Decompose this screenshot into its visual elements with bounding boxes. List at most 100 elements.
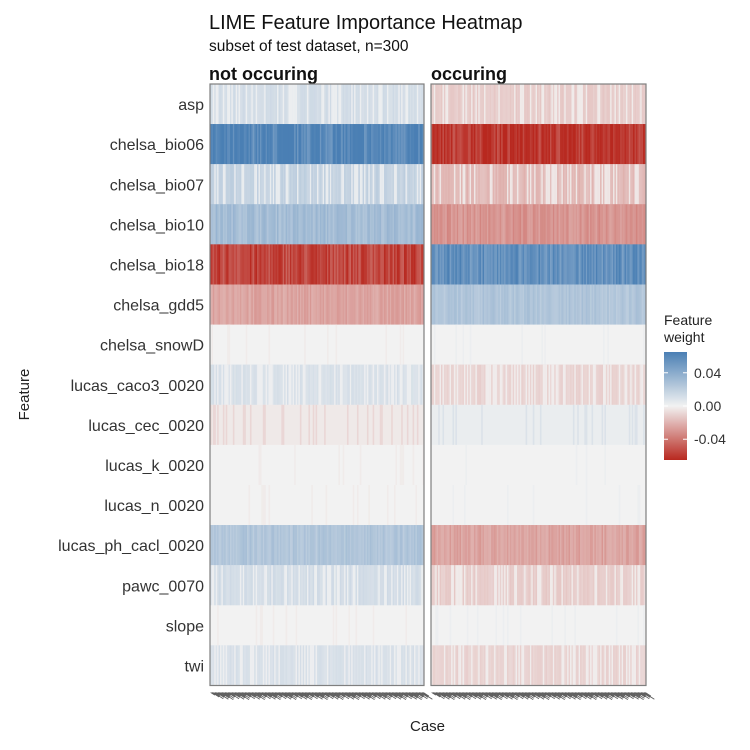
heatmap-cell bbox=[418, 204, 420, 245]
heatmap-cell bbox=[524, 244, 526, 285]
heatmap-cell bbox=[446, 565, 449, 606]
heatmap-cell bbox=[644, 164, 647, 205]
heatmap-cell bbox=[336, 364, 339, 406]
heatmap-cell bbox=[631, 84, 634, 125]
heatmap-cell bbox=[239, 84, 242, 125]
heatmap-cell bbox=[328, 124, 330, 165]
x-tick-label bbox=[604, 692, 610, 696]
heatmap-cell bbox=[396, 645, 399, 686]
heatmap-cell bbox=[505, 645, 508, 686]
heatmap-cell bbox=[289, 284, 292, 326]
heatmap-cell bbox=[462, 364, 465, 406]
heatmap-cell bbox=[445, 164, 447, 205]
heatmap-cell bbox=[509, 525, 512, 566]
heatmap-cell bbox=[264, 284, 266, 326]
heatmap-cell bbox=[601, 525, 604, 566]
heatmap-cell bbox=[597, 284, 599, 326]
heatmap-cell bbox=[627, 525, 629, 566]
heatmap-cell bbox=[560, 525, 562, 566]
heatmap-cell bbox=[499, 244, 502, 285]
heatmap-cell bbox=[601, 645, 604, 686]
heatmap-cell bbox=[418, 164, 420, 205]
heatmap-cell bbox=[461, 364, 463, 406]
heatmap-cell bbox=[301, 645, 303, 686]
heatmap-cell bbox=[356, 204, 359, 245]
heatmap-cell bbox=[361, 565, 363, 606]
heatmap-cell bbox=[624, 244, 627, 285]
heatmap-cell bbox=[336, 124, 339, 165]
x-tick-label bbox=[635, 692, 645, 699]
heatmap-cell bbox=[211, 284, 214, 326]
heatmap-cell bbox=[358, 124, 360, 165]
heatmap-cell bbox=[275, 84, 278, 125]
heatmap-cell bbox=[274, 84, 276, 125]
heatmap-cell bbox=[264, 525, 266, 566]
heatmap-cell bbox=[624, 525, 627, 566]
heatmap-cell bbox=[452, 164, 455, 205]
heatmap-cell bbox=[441, 164, 443, 205]
heatmap-cell bbox=[242, 645, 245, 686]
heatmap-cell bbox=[368, 364, 370, 406]
heatmap-cell bbox=[448, 244, 450, 285]
heatmap-cell bbox=[354, 244, 356, 285]
heatmap-cell bbox=[346, 525, 349, 566]
heatmap-row-lucas_k_0020 bbox=[431, 444, 646, 486]
heatmap-cell bbox=[398, 164, 400, 205]
heatmap-cell bbox=[506, 244, 509, 285]
heatmap-cell bbox=[408, 645, 410, 686]
heatmap-cell bbox=[234, 164, 236, 205]
heatmap-cell bbox=[404, 525, 406, 566]
heatmap-cell bbox=[528, 284, 531, 326]
heatmap-cell bbox=[600, 124, 602, 165]
x-tick-label bbox=[394, 692, 407, 701]
heatmap-cell bbox=[311, 284, 313, 326]
heatmap-cell bbox=[368, 244, 370, 285]
x-tick-label bbox=[385, 692, 397, 700]
x-tick-label bbox=[556, 692, 566, 699]
heatmap-cell bbox=[247, 645, 249, 686]
x-tick-label bbox=[351, 692, 357, 696]
heatmap-cell bbox=[245, 525, 248, 566]
heatmap-cell bbox=[462, 525, 465, 566]
heatmap-cell bbox=[211, 244, 214, 285]
heatmap-cell bbox=[404, 645, 406, 686]
x-tick-label bbox=[477, 692, 487, 699]
heatmap-cell bbox=[561, 244, 564, 285]
heatmap-cell bbox=[332, 364, 335, 406]
heatmap-cell bbox=[217, 525, 219, 566]
heatmap-cell bbox=[329, 645, 332, 686]
heatmap-cell bbox=[474, 84, 476, 125]
heatmap-cell bbox=[405, 525, 408, 566]
heatmap-cell bbox=[252, 565, 255, 606]
heatmap-cell bbox=[392, 164, 395, 205]
heatmap-cell bbox=[334, 364, 336, 406]
heatmap-cell bbox=[478, 204, 480, 245]
heatmap-cell bbox=[388, 164, 390, 205]
heatmap-cell bbox=[485, 525, 488, 566]
heatmap-cell bbox=[561, 284, 564, 326]
heatmap-cell bbox=[281, 525, 283, 566]
heatmap-cell bbox=[488, 164, 490, 205]
heatmap-cell bbox=[465, 525, 467, 566]
heatmap-cell bbox=[435, 605, 437, 646]
heatmap-cell bbox=[468, 84, 470, 125]
heatmap-cell bbox=[254, 645, 256, 686]
heatmap-cell bbox=[212, 284, 215, 326]
heatmap-cell bbox=[285, 565, 288, 606]
heatmap-cell bbox=[379, 404, 382, 446]
heatmap-cell bbox=[485, 364, 488, 406]
x-tick-label bbox=[566, 692, 573, 697]
heatmap-cell bbox=[215, 164, 218, 205]
heatmap-cell bbox=[269, 244, 272, 285]
heatmap-cell bbox=[572, 525, 575, 566]
heatmap-cell bbox=[386, 525, 389, 566]
x-tick-label bbox=[455, 692, 462, 697]
x-tick-label bbox=[475, 692, 483, 697]
heatmap-cell bbox=[468, 364, 470, 406]
heatmap-cell bbox=[382, 565, 385, 606]
heatmap-cell bbox=[582, 525, 585, 566]
heatmap-cell bbox=[248, 565, 251, 606]
heatmap-cell bbox=[604, 284, 607, 326]
heatmap-cell bbox=[372, 605, 375, 646]
heatmap-cell bbox=[585, 364, 588, 406]
